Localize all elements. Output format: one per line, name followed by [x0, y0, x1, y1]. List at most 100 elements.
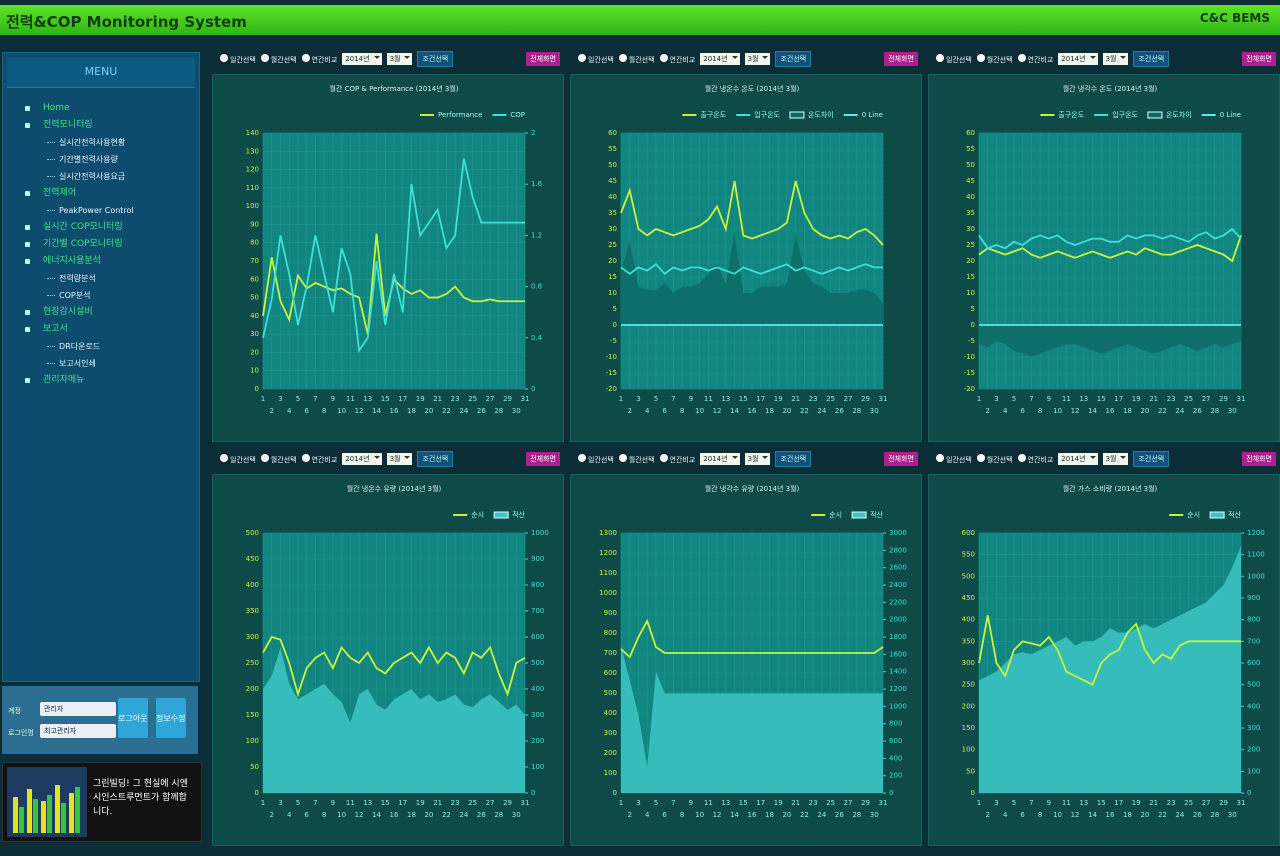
x-tick-label: 5 — [1012, 395, 1016, 403]
year-select[interactable]: 2014년 — [342, 453, 382, 465]
menu-item[interactable]: 전력모니터링 — [3, 117, 199, 134]
fullscreen-button[interactable]: 전체화면 — [1242, 52, 1276, 66]
menu-subitem[interactable]: 기간별전력사용량 — [3, 151, 199, 168]
radio-option[interactable]: 연간비교 — [1017, 453, 1053, 465]
month-select[interactable]: 3월 — [1102, 453, 1129, 465]
radio-option[interactable]: 일간선택 — [220, 453, 256, 465]
radio[interactable] — [220, 53, 228, 62]
radio-option[interactable]: 월간선택 — [260, 453, 297, 465]
y-tick-label: 35 — [966, 209, 975, 217]
radio-option[interactable]: 일간선택 — [578, 53, 614, 65]
fullscreen-button[interactable]: 전체화면 — [884, 452, 918, 466]
year-select[interactable]: 2014년 — [700, 453, 740, 465]
year-select[interactable]: 2014년 — [342, 53, 382, 65]
y-tick-label: 100 — [246, 737, 259, 745]
month-select[interactable]: 3월 — [386, 53, 413, 65]
radio[interactable] — [659, 453, 668, 462]
radio[interactable] — [1017, 453, 1026, 462]
x-tick-label: 1 — [261, 395, 265, 403]
legend-label: 출구온도 — [700, 110, 726, 119]
radio[interactable] — [1017, 53, 1026, 62]
year-select[interactable]: 2014년 — [1058, 53, 1098, 65]
radio-option[interactable]: 연간비교 — [301, 453, 337, 465]
radio[interactable] — [659, 53, 668, 62]
fullscreen-button[interactable]: 전체화면 — [884, 52, 918, 66]
radio-option[interactable]: 일간선택 — [936, 453, 972, 465]
year-select[interactable]: 2014년 — [700, 53, 740, 65]
radio[interactable] — [301, 53, 310, 62]
radio[interactable] — [578, 53, 586, 62]
radio-option[interactable]: 일간선택 — [578, 453, 614, 465]
search-button[interactable]: 조건선택 — [775, 451, 812, 467]
radio[interactable] — [936, 53, 944, 62]
y-tick-label: 15 — [966, 273, 975, 281]
logout-button[interactable]: 로그아웃 — [118, 698, 148, 738]
month-select[interactable]: 3월 — [744, 453, 771, 465]
edit-button[interactable]: 정보수정 — [156, 698, 186, 738]
radio-option[interactable]: 연간비교 — [301, 53, 337, 65]
radio[interactable] — [936, 453, 944, 462]
x-tick-label: 25 — [468, 395, 477, 403]
search-button[interactable]: 조건선택 — [1133, 451, 1170, 467]
menu-item[interactable]: Home — [3, 100, 199, 117]
menu-subitem[interactable]: COP분석 — [3, 287, 199, 304]
x-tick-label: 28 — [852, 811, 861, 819]
radio-option[interactable]: 월간선택 — [976, 53, 1013, 65]
radio-option[interactable]: 월간선택 — [976, 453, 1013, 465]
chart-title: 월간 가스 소비량 (2014년 3월) — [1063, 484, 1158, 493]
search-button[interactable]: 조건선택 — [417, 451, 454, 467]
x-tick-label: 20 — [1140, 811, 1149, 819]
month-select[interactable]: 3월 — [1102, 53, 1129, 65]
radio-option[interactable]: 월간선택 — [618, 453, 655, 465]
radio-option[interactable]: 월간선택 — [618, 53, 655, 65]
menu-item[interactable]: 현장감시설비 — [3, 304, 199, 321]
menu-subitem[interactable]: 보고서인쇄 — [3, 355, 199, 372]
radio[interactable] — [976, 53, 985, 62]
menu-subitem[interactable]: DR다운로드 — [3, 338, 199, 355]
menu-item[interactable]: 실시간 COP모니터링 — [3, 219, 199, 236]
x-tick-label: 2 — [985, 407, 989, 415]
menu-item[interactable]: 보고서 — [3, 321, 199, 338]
x-tick-label: 20 — [782, 407, 791, 415]
radio[interactable] — [260, 453, 269, 462]
x-tick-label: 12 — [1071, 811, 1080, 819]
radio[interactable] — [618, 453, 627, 462]
radio[interactable] — [220, 453, 228, 462]
search-button[interactable]: 조건선택 — [417, 51, 454, 67]
menu-item[interactable]: 기간별 COP모니터링 — [3, 236, 199, 253]
x-tick-label: 23 — [1167, 395, 1176, 403]
x-tick-label: 20 — [424, 407, 433, 415]
radio-option[interactable]: 월간선택 — [260, 53, 297, 65]
radio[interactable] — [578, 453, 586, 462]
fullscreen-button[interactable]: 전체화면 — [1242, 452, 1276, 466]
radio-option[interactable]: 연간비교 — [659, 53, 695, 65]
radio[interactable] — [301, 453, 310, 462]
fullscreen-button[interactable]: 전체화면 — [526, 452, 560, 466]
y-tick-label: 25 — [966, 241, 975, 249]
radio-option[interactable]: 일간선택 — [220, 53, 256, 65]
radio-option[interactable]: 연간비교 — [1017, 53, 1053, 65]
menu-item[interactable]: 전력제어 — [3, 185, 199, 202]
menu-item[interactable]: 에너지사용분석 — [3, 253, 199, 270]
search-button[interactable]: 조건선택 — [1133, 51, 1170, 67]
radio[interactable] — [618, 53, 627, 62]
fullscreen-button[interactable]: 전체화면 — [526, 52, 560, 66]
x-tick-label: 13 — [1079, 799, 1088, 807]
radio[interactable] — [260, 53, 269, 62]
month-select[interactable]: 3월 — [386, 453, 413, 465]
x-tick-label: 5 — [296, 395, 300, 403]
line — [620, 262, 883, 276]
control-bar: 일간선택 월간선택 연간비교 2014년 3월 조건선택 전체화면 — [578, 448, 918, 470]
month-select[interactable]: 3월 — [744, 53, 771, 65]
radio[interactable] — [976, 453, 985, 462]
radio-option[interactable]: 연간비교 — [659, 453, 695, 465]
menu-subitem[interactable]: 전력량분석 — [3, 270, 199, 287]
year-select[interactable]: 2014년 — [1058, 453, 1098, 465]
x-tick-label: 22 — [1158, 407, 1167, 415]
search-button[interactable]: 조건선택 — [775, 51, 812, 67]
menu-subitem[interactable]: 실시간전력사용현황 — [3, 134, 199, 151]
radio-option[interactable]: 일간선택 — [936, 53, 972, 65]
menu-subitem[interactable]: PeakPower Control — [3, 202, 199, 219]
menu-subitem[interactable]: 실시간전력사용요금 — [3, 168, 199, 185]
menu-item[interactable]: 관리자메뉴 — [3, 372, 199, 389]
